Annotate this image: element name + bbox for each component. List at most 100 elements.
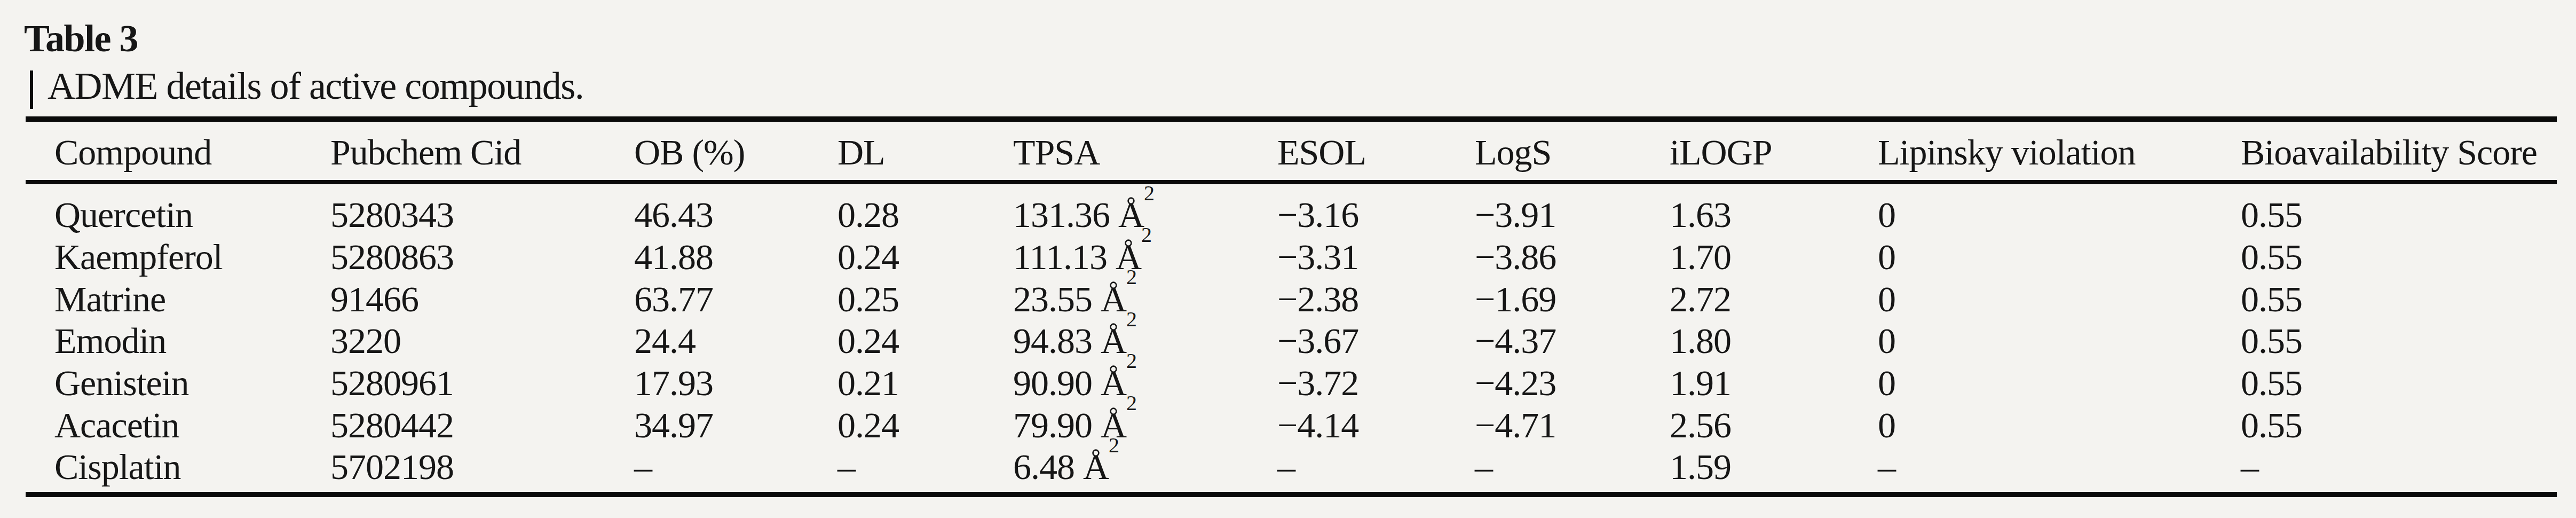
tpsa-value: 23.55 Å [1013,279,1126,319]
cell-compound: Genistein [26,365,330,401]
table-bottom-rule [26,492,2557,497]
col-header-ilogp: iLOGP [1670,134,1878,170]
col-header-pubchem-cid: Pubchem Cid [330,134,634,170]
cell-tpsa: 111.13 Å2 [1013,239,1277,275]
caption-vertical-bar [30,70,33,109]
cell-ilogp: 1.59 [1670,449,1878,485]
cell-logs: −4.37 [1475,323,1670,359]
cell-ob: 63.77 [634,281,837,317]
cell-bioavailability-score: 0.55 [2241,407,2556,443]
tpsa-superscript: 2 [1144,181,1155,205]
tpsa-superscript: 2 [1126,349,1137,373]
tpsa-superscript: 2 [1126,391,1137,415]
table-title: Table 3 [24,19,138,58]
tpsa-superscript: 2 [1109,433,1119,457]
cell-ob: 41.88 [634,239,837,275]
cell-compound: Matrine [26,281,330,317]
cell-ilogp: 1.80 [1670,323,1878,359]
cell-esol: −2.38 [1277,281,1475,317]
cell-ob: – [634,449,837,485]
cell-lipinsky-violation: 0 [1878,323,2241,359]
cell-ilogp: 2.56 [1670,407,1878,443]
cell-esol: −3.31 [1277,239,1475,275]
tpsa-value: 6.48 Å [1013,446,1109,487]
cell-ob: 34.97 [634,407,837,443]
col-header-tpsa: TPSA [1013,134,1277,170]
tpsa-value: 131.36 Å [1013,194,1144,235]
cell-tpsa: 23.55 Å2 [1013,281,1277,317]
adme-table-body: Quercetin 5280343 46.43 0.28 131.36 Å2 −… [26,194,2557,488]
cell-esol: – [1277,449,1475,485]
cell-esol: −3.16 [1277,197,1475,233]
cell-pubchem-cid: 5702198 [330,449,634,485]
cell-compound: Quercetin [26,197,330,233]
cell-bioavailability-score: 0.55 [2241,323,2556,359]
cell-ob: 24.4 [634,323,837,359]
cell-ilogp: 1.70 [1670,239,1878,275]
cell-logs: −4.71 [1475,407,1670,443]
cell-bioavailability-score: 0.55 [2241,239,2556,275]
cell-bioavailability-score: 0.55 [2241,365,2556,401]
cell-pubchem-cid: 5280961 [330,365,634,401]
cell-compound: Cisplatin [26,449,330,485]
cell-logs: −4.23 [1475,365,1670,401]
col-header-bioavailability-score: Bioavailability Score [2241,134,2556,170]
cell-dl: 0.28 [837,197,1013,233]
cell-ilogp: 2.72 [1670,281,1878,317]
cell-dl: 0.25 [837,281,1013,317]
cell-ilogp: 1.91 [1670,365,1878,401]
cell-tpsa: 79.90 Å2 [1013,407,1277,443]
cell-lipinsky-violation: 0 [1878,281,2241,317]
cell-lipinsky-violation: 0 [1878,197,2241,233]
cell-tpsa: 6.48 Å2 [1013,449,1277,485]
cell-logs: −3.86 [1475,239,1670,275]
cell-dl: 0.24 [837,323,1013,359]
col-header-logs: LogS [1475,134,1670,170]
cell-bioavailability-score: – [2241,449,2556,485]
cell-tpsa: 94.83 Å2 [1013,323,1277,359]
tpsa-value: 90.90 Å [1013,363,1126,403]
cell-pubchem-cid: 91466 [330,281,634,317]
caption-text: ADME details of active compounds. [48,67,583,105]
cell-lipinsky-violation: 0 [1878,365,2241,401]
table-top-rule [26,116,2557,122]
cell-lipinsky-violation: – [1878,449,2241,485]
cell-ilogp: 1.63 [1670,197,1878,233]
table-caption: ADME details of active compounds. [30,67,583,109]
cell-compound: Emodin [26,323,330,359]
cell-pubchem-cid: 5280343 [330,197,634,233]
tpsa-value: 111.13 Å [1013,237,1141,277]
cell-pubchem-cid: 3220 [330,323,634,359]
tpsa-superscript: 2 [1126,307,1137,331]
cell-compound: Acacetin [26,407,330,443]
cell-ob: 46.43 [634,197,837,233]
tpsa-superscript: 2 [1126,265,1137,289]
cell-compound: Kaempferol [26,239,330,275]
cell-pubchem-cid: 5280863 [330,239,634,275]
cell-bioavailability-score: 0.55 [2241,281,2556,317]
cell-logs: – [1475,449,1670,485]
cell-bioavailability-score: 0.55 [2241,197,2556,233]
col-header-esol: ESOL [1277,134,1475,170]
cell-esol: −3.67 [1277,323,1475,359]
col-header-dl: DL [837,134,1013,170]
cell-esol: −3.72 [1277,365,1475,401]
cell-dl: 0.24 [837,239,1013,275]
cell-ob: 17.93 [634,365,837,401]
paper-table-page: Table 3 ADME details of active compounds… [0,0,2576,518]
cell-dl: 0.24 [837,407,1013,443]
table-header-rule [26,180,2557,184]
cell-dl: – [837,449,1013,485]
cell-lipinsky-violation: 0 [1878,239,2241,275]
cell-logs: −1.69 [1475,281,1670,317]
col-header-ob-percent: OB (%) [634,134,837,170]
cell-logs: −3.91 [1475,197,1670,233]
col-header-lipinsky-violation: Lipinsky violation [1878,134,2241,170]
col-header-compound: Compound [26,134,330,170]
cell-dl: 0.21 [837,365,1013,401]
tpsa-superscript: 2 [1141,223,1152,247]
table-header-row: Compound Pubchem Cid OB (%) DL TPSA ESOL… [26,124,2557,180]
cell-lipinsky-violation: 0 [1878,407,2241,443]
cell-esol: −4.14 [1277,407,1475,443]
cell-tpsa: 90.90 Å2 [1013,365,1277,401]
